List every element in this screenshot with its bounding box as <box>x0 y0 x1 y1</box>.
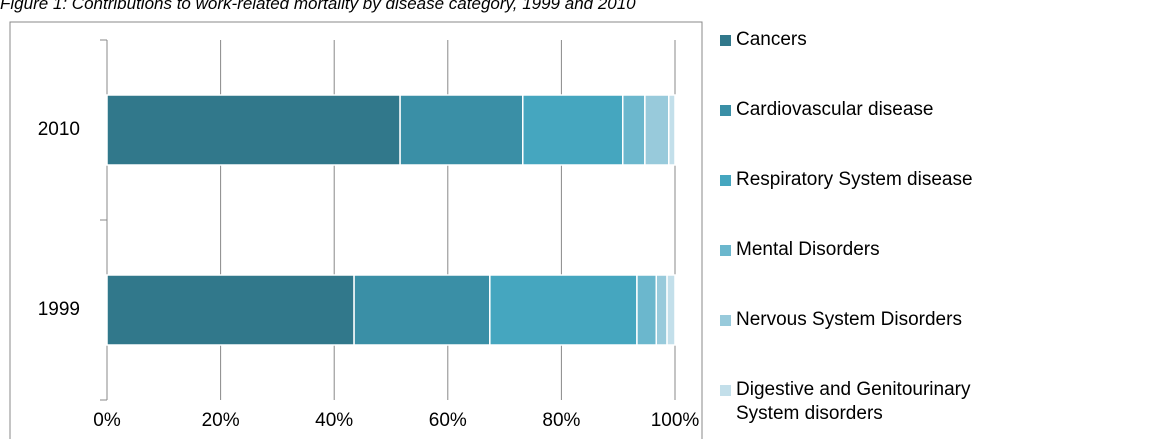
legend-item: Nervous System Disorders <box>720 308 1020 378</box>
bar-segment <box>106 94 401 166</box>
legend-label: Cardiovascular disease <box>736 99 934 120</box>
y-tick-label: 2010 <box>38 119 80 140</box>
legend-swatch <box>720 175 731 186</box>
bar-segment <box>353 274 491 346</box>
bar-segment <box>106 274 355 346</box>
legend-label: Respiratory System disease <box>736 169 973 190</box>
bar-segment <box>636 274 658 346</box>
x-tick-label: 40% <box>315 410 353 431</box>
legend-swatch <box>720 105 731 116</box>
y-tick-label: 1999 <box>38 299 80 320</box>
legend-label: Mental Disorders <box>736 239 880 260</box>
legend-item: Mental Disorders <box>720 238 1020 308</box>
legend: Cancers Cardiovascular disease Respiratory… <box>720 28 1020 448</box>
bar-segment <box>644 94 670 166</box>
x-tick-label: 60% <box>429 410 467 431</box>
bar-segment <box>399 94 524 166</box>
bar-segment <box>522 94 624 166</box>
legend-item: Digestive and Genitourinary System disor… <box>720 378 1020 448</box>
bar-segment <box>655 274 668 346</box>
plot-frame <box>9 21 703 439</box>
legend-swatch <box>720 385 731 396</box>
x-tick-label: 80% <box>542 410 580 431</box>
legend-item: Cancers <box>720 28 1020 98</box>
legend-item: Respiratory System disease <box>720 168 1020 238</box>
bar-segment <box>621 94 646 166</box>
x-tick-label: 100% <box>651 410 700 431</box>
legend-label: Nervous System Disorders <box>736 309 962 330</box>
legend-swatch <box>720 245 731 256</box>
legend-label: Cancers <box>736 29 807 50</box>
chart-title: Figure 1: Contributions to work-related … <box>0 0 636 13</box>
legend-item: Cardiovascular disease <box>720 98 1020 168</box>
legend-swatch <box>720 35 731 46</box>
legend-label: Digestive and Genitourinary System disor… <box>736 379 971 424</box>
x-tick-label: 20% <box>202 410 240 431</box>
chart: 0% 20% 40% 60% 80% 100% 1999 2010 <box>9 21 703 439</box>
bar-segment <box>666 274 676 346</box>
bar-segment <box>489 274 638 346</box>
bar-segment <box>668 94 676 166</box>
legend-swatch <box>720 315 731 326</box>
x-tick-label: 0% <box>93 410 121 431</box>
page: {"chart_data": {"type": "stacked-bar-hor… <box>0 0 973 439</box>
